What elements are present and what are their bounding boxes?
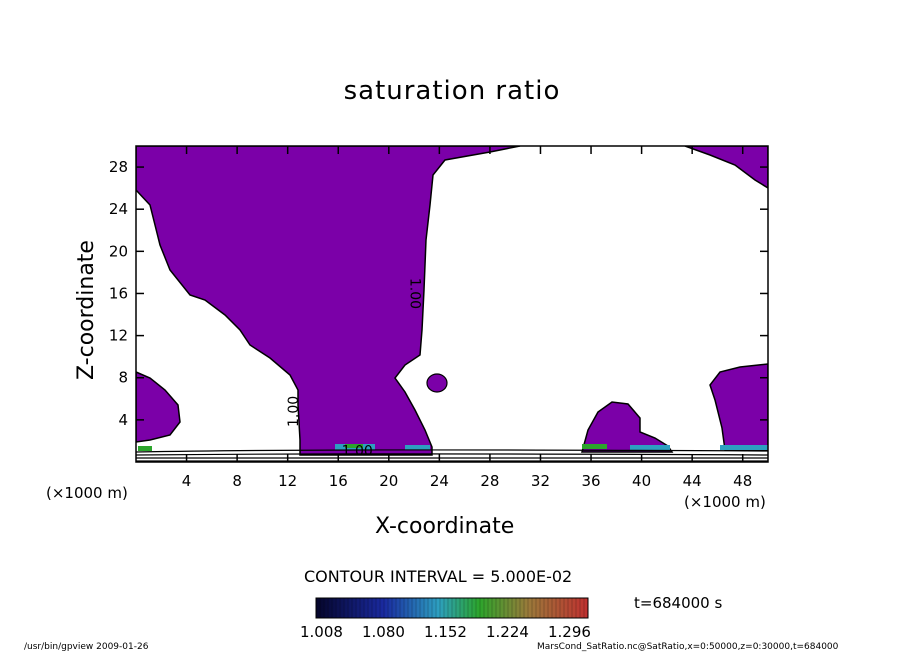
plot-frame — [135, 145, 769, 463]
contour-label: 1.00 — [286, 396, 302, 427]
contour-interval-label: CONTOUR INTERVAL = 5.000E-02 — [304, 567, 573, 586]
y-tick-label: 8 — [118, 369, 128, 387]
saturated-region-left-low — [136, 371, 181, 443]
saturated-region-right — [709, 363, 768, 451]
colorbar-tick-label: 1.008 — [300, 623, 343, 641]
x-axis-label: X-coordinate — [375, 514, 515, 539]
y-tick-label: 20 — [109, 242, 128, 260]
footer-right: MarsCond_SatRatio.nc@SatRatio,x=0:50000,… — [537, 642, 839, 652]
x-unit-label-left: (×1000 m) — [46, 484, 128, 502]
x-tick-label: 28 — [480, 472, 499, 490]
high-ratio-spot — [720, 445, 768, 450]
ground-contours — [136, 449, 768, 462]
y-tick-label: 24 — [109, 200, 128, 218]
contour-field — [136, 146, 768, 462]
x-tick-label: 8 — [232, 472, 242, 490]
x-tick-label: 16 — [329, 472, 348, 490]
contour-label: 1.00 — [406, 278, 422, 309]
high-ratio-spot — [405, 445, 430, 450]
colorbar-stripes — [315, 598, 585, 618]
x-tick-label: 40 — [632, 472, 651, 490]
colorbar-tick-label: 1.224 — [486, 623, 529, 641]
y-tick-label: 16 — [109, 284, 128, 302]
saturated-region-main — [136, 146, 521, 456]
y-axis: 4 8 12 16 20 24 28 — [109, 158, 768, 429]
saturated-region-top-right — [684, 146, 768, 189]
contour-labels: 1.00 1.00 1.00 — [286, 278, 422, 460]
high-ratio-spot — [138, 446, 152, 451]
colorbar-tick-label: 1.080 — [362, 623, 405, 641]
x-axis: 4 8 12 16 20 24 28 32 36 40 44 48 — [182, 146, 752, 490]
saturated-region-small — [426, 373, 448, 393]
high-ratio-spot — [582, 444, 607, 449]
x-tick-label: 44 — [683, 472, 702, 490]
colorbar-tick-label: 1.152 — [424, 623, 467, 641]
x-tick-label: 4 — [182, 472, 192, 490]
footer-left: /usr/bin/gpview 2009-01-26 — [24, 642, 149, 652]
y-tick-label: 4 — [118, 411, 128, 429]
time-label: t=684000 s — [634, 594, 723, 612]
x-tick-label: 36 — [581, 472, 600, 490]
y-tick-label: 28 — [109, 158, 128, 176]
y-axis-label: Z-coordinate — [74, 240, 99, 380]
x-tick-label: 24 — [430, 472, 449, 490]
contour-label: 1.00 — [342, 444, 373, 460]
y-tick-label: 12 — [109, 327, 128, 345]
x-unit-label-right: (×1000 m) — [684, 493, 766, 511]
x-tick-label: 48 — [733, 472, 752, 490]
x-tick-label: 12 — [278, 472, 297, 490]
colorbar — [315, 597, 589, 619]
chart-title: saturation ratio — [343, 76, 561, 106]
x-tick-label: 20 — [379, 472, 398, 490]
high-ratio-spot — [630, 445, 670, 450]
colorbar-tick-label: 1.296 — [548, 623, 591, 641]
x-tick-label: 32 — [531, 472, 550, 490]
high-ratio-spot — [345, 444, 363, 448]
